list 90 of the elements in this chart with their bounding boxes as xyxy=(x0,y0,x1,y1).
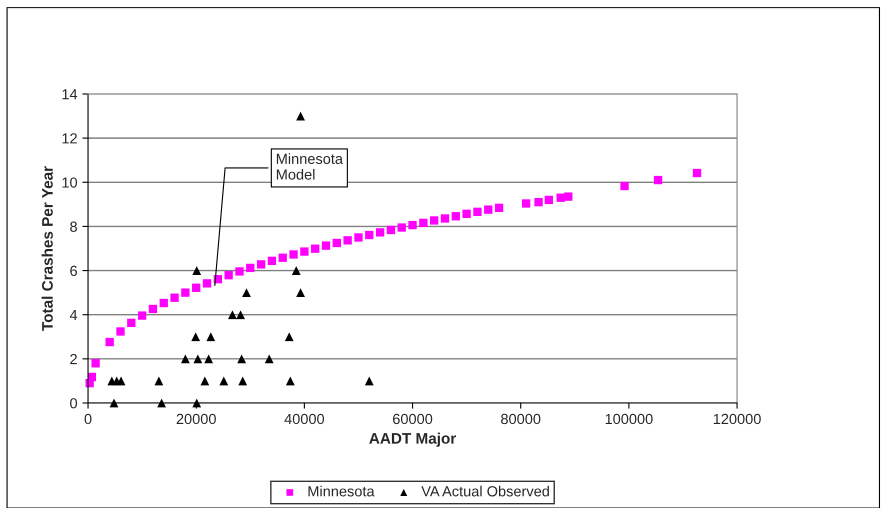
point xyxy=(484,205,492,214)
point xyxy=(398,223,406,232)
point xyxy=(106,338,114,346)
point xyxy=(206,332,216,342)
point xyxy=(170,294,179,302)
y-tick-label: 0 xyxy=(70,398,78,408)
point xyxy=(376,228,384,237)
point xyxy=(256,260,266,269)
legend-label: Minnesota xyxy=(308,486,375,496)
point xyxy=(246,264,254,272)
point xyxy=(620,182,629,190)
y-tick-label: 10 xyxy=(62,177,78,188)
point xyxy=(564,192,572,201)
point xyxy=(654,176,662,184)
point xyxy=(154,376,164,386)
x-axis-title: AADT Major xyxy=(369,432,456,447)
point xyxy=(300,247,309,256)
point xyxy=(534,198,543,206)
point xyxy=(116,327,125,336)
point xyxy=(204,354,214,364)
x-tick-label: 60000 xyxy=(393,414,432,424)
point xyxy=(292,266,301,275)
point xyxy=(235,267,244,276)
point xyxy=(110,398,118,408)
point xyxy=(138,311,146,320)
point xyxy=(419,218,428,228)
point xyxy=(200,376,210,386)
point xyxy=(148,304,158,314)
point xyxy=(91,359,100,368)
point xyxy=(296,288,305,298)
point xyxy=(157,398,166,408)
point xyxy=(278,254,287,262)
point xyxy=(343,236,352,244)
point xyxy=(692,168,702,178)
point xyxy=(332,238,341,248)
point xyxy=(224,271,233,280)
point xyxy=(192,266,202,275)
point xyxy=(192,398,202,408)
point xyxy=(311,244,320,253)
y-axis-title: Total Crashes Per Year xyxy=(42,166,53,331)
point xyxy=(180,354,190,364)
point xyxy=(462,210,471,218)
point xyxy=(494,204,504,212)
point xyxy=(191,332,200,342)
point xyxy=(430,216,438,225)
x-tick-label: 100000 xyxy=(606,414,653,424)
point xyxy=(544,196,553,204)
point xyxy=(365,230,374,240)
point xyxy=(238,376,248,386)
point xyxy=(473,208,482,216)
legend-label: VA Actual Observed xyxy=(421,486,549,496)
point xyxy=(237,354,246,364)
y-tick-label: 14 xyxy=(62,89,78,100)
point xyxy=(228,310,237,320)
y-tick-label: 4 xyxy=(70,310,78,320)
point xyxy=(202,279,212,288)
x-tick-label: 80000 xyxy=(501,414,540,424)
annotation: Minnesota Model xyxy=(276,153,343,180)
point xyxy=(192,284,200,292)
point xyxy=(354,233,363,242)
x-tick-label: 0 xyxy=(84,414,92,424)
point xyxy=(181,288,190,297)
point xyxy=(522,199,530,208)
y-tick-label: 12 xyxy=(62,133,77,144)
point xyxy=(268,256,276,266)
y-tick-label: 6 xyxy=(70,266,77,276)
point xyxy=(116,376,126,386)
point xyxy=(364,376,374,386)
point xyxy=(452,212,460,220)
point xyxy=(289,250,298,259)
point xyxy=(386,226,396,234)
point xyxy=(296,112,305,120)
point xyxy=(440,214,450,223)
x-tick-label: 40000 xyxy=(284,414,324,424)
y-tick-label: 8 xyxy=(70,222,77,232)
point xyxy=(193,354,202,364)
point xyxy=(322,241,330,250)
x-tick-label: 20000 xyxy=(176,414,216,424)
point xyxy=(408,220,417,230)
point xyxy=(219,376,228,386)
point xyxy=(284,332,294,342)
point xyxy=(242,288,251,298)
point xyxy=(556,194,565,202)
point xyxy=(286,376,295,386)
point xyxy=(236,310,245,320)
y-tick-label: 2 xyxy=(70,354,77,364)
point xyxy=(264,354,274,364)
point xyxy=(127,318,136,328)
x-tick-label: 120000 xyxy=(714,414,761,424)
point xyxy=(160,298,168,308)
